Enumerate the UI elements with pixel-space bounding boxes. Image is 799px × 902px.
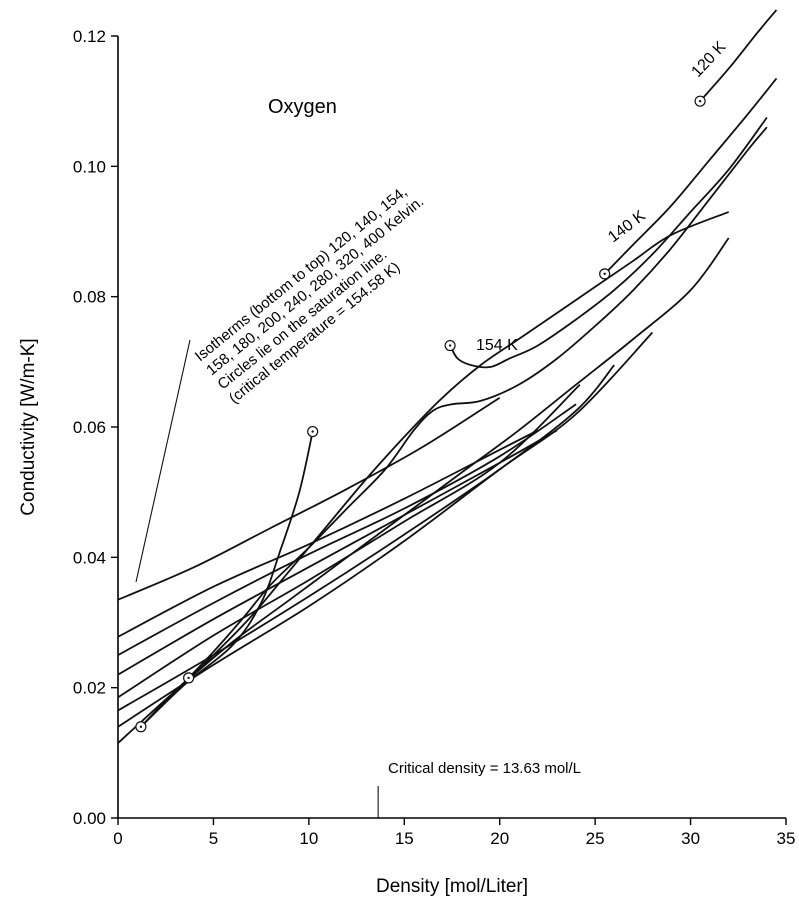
saturation-point-center — [603, 272, 606, 276]
isotherm-curve-9 — [117, 383, 581, 699]
isotherm-curve-12 — [117, 429, 539, 638]
label-154k: 154 K — [476, 337, 518, 354]
x-tick-label: 30 — [681, 829, 700, 848]
y-tick-label: 0.02 — [73, 679, 106, 698]
x-tick-label: 25 — [586, 829, 605, 848]
saturation-points — [135, 95, 706, 733]
saturation-point-center — [187, 676, 190, 680]
critical-density-label: Critical density = 13.63 mol/L — [388, 760, 581, 777]
x-tick-label: 15 — [395, 829, 414, 848]
isotherm-curve-11 — [117, 403, 577, 656]
x-tick-label: 10 — [299, 829, 318, 848]
chart-title: Oxygen — [268, 96, 337, 118]
isotherm-140k — [604, 77, 778, 275]
axes — [117, 36, 786, 819]
saturation-point-center — [139, 725, 143, 728]
y-ticks: 0.00 0.02 0.04 0.06 0.08 0.10 0.12 — [73, 27, 118, 828]
isotherm-curve-10 — [117, 429, 558, 676]
y-tick-label: 0.06 — [73, 418, 106, 437]
isotherm-curve-4 — [187, 126, 768, 679]
isotherm-154k — [449, 116, 768, 369]
saturation-point-center — [698, 99, 702, 103]
isotherm-curve-7 — [117, 331, 654, 728]
isotherm-curve-13 — [117, 396, 501, 601]
saturation-point-center — [448, 344, 452, 347]
isotherm-curve-5 — [140, 211, 730, 728]
isotherm-120k — [699, 9, 778, 102]
label-140k: 140 K — [605, 207, 649, 246]
isotherm-curves — [117, 9, 778, 744]
isotherm-note-line-2: 158, 180, 200, 240, 280, 320, 400 Kelvin… — [203, 193, 427, 379]
saturation-point-center — [311, 430, 314, 433]
isotherm-curve-8 — [117, 364, 615, 712]
y-axis-title: Conductivity [W/m-K] — [18, 338, 39, 515]
y-tick-label: 0.12 — [73, 27, 106, 46]
y-tick-label: 0.08 — [73, 288, 106, 307]
y-tick-label: 0.04 — [73, 548, 106, 567]
isotherm-note-leader — [135, 339, 191, 583]
x-tick-label: 20 — [490, 829, 509, 848]
x-tick-label: 5 — [209, 829, 218, 848]
x-tick-label: 35 — [777, 829, 796, 848]
x-axis-title: Density [mol/Liter] — [376, 876, 528, 897]
y-tick-label: 0.10 — [73, 157, 106, 176]
x-tick-label: 0 — [113, 829, 122, 848]
y-tick-label: 0.00 — [73, 809, 106, 828]
isotherm-curve-14 — [140, 431, 314, 728]
x-ticks: 0 5 10 15 20 25 30 35 — [113, 818, 795, 848]
isotherm-note: Isotherms (bottom to top) 120, 140, 154,… — [192, 183, 427, 407]
